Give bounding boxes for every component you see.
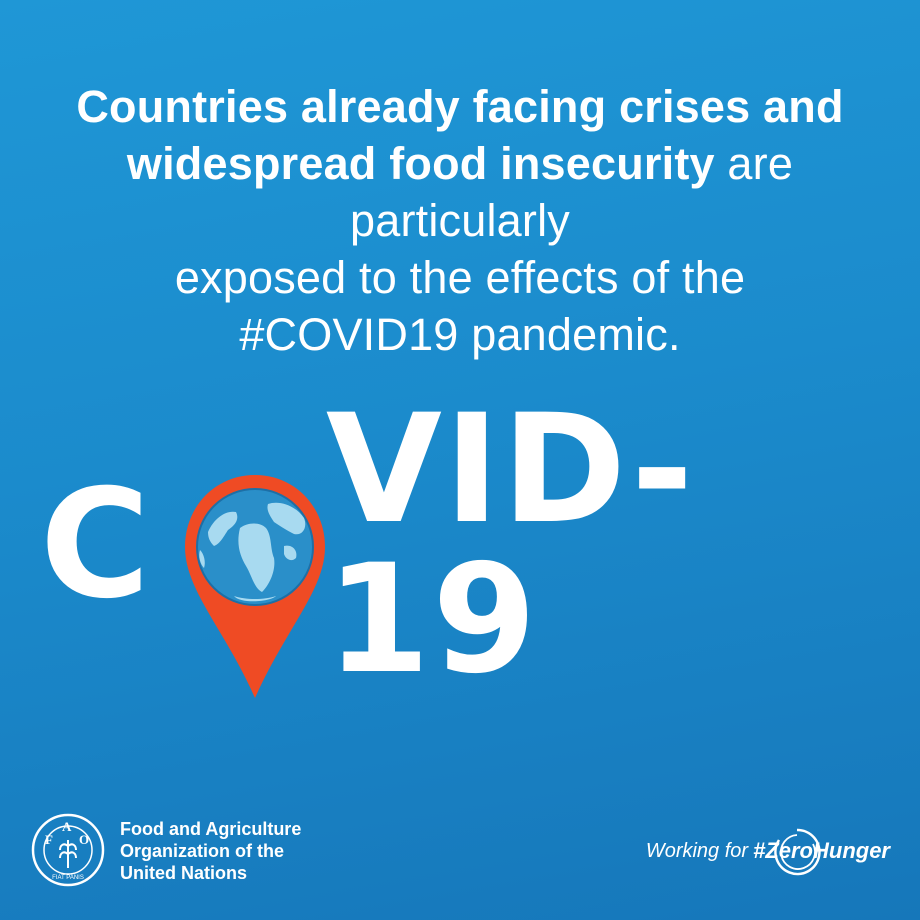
zero-hunger-campaign: Working for #ZeroHunger xyxy=(646,826,890,876)
covid-title-rest: VID-19 xyxy=(325,383,696,707)
working-for-text: Working for xyxy=(645,839,749,862)
organization-line-2: Organization of the xyxy=(120,841,284,861)
organization-line-3: United Nations xyxy=(120,863,248,883)
headline-light-text: are particularly xyxy=(350,138,794,246)
fao-logo-motto: FIAT PANIS xyxy=(52,875,84,881)
location-pin-globe-icon xyxy=(185,475,325,698)
organization-line-1: Food and Agriculture xyxy=(120,819,302,839)
fao-logo-o: O xyxy=(79,832,89,847)
covid-title-c: C xyxy=(40,458,153,632)
organization-name: Food and Agriculture Organization of the… xyxy=(120,818,301,884)
headline: Countries already facing crises and wide… xyxy=(40,78,880,363)
covid-title: C VID-19 xyxy=(40,395,890,695)
zero-hunger-hashtag: #ZeroHunger xyxy=(753,828,890,876)
headline-line-4: exposed to the effects of the xyxy=(174,252,746,303)
fao-logo-f: F xyxy=(45,832,53,847)
headline-bold-text: Countries already facing crises and wide… xyxy=(76,81,844,189)
headline-line-5: #COVID19 pandemic. xyxy=(239,309,681,360)
zero-hunger-ring-icon xyxy=(774,828,821,876)
fao-logo: F A O FIAT PANIS xyxy=(31,813,105,887)
fao-logo-a: A xyxy=(62,819,72,834)
